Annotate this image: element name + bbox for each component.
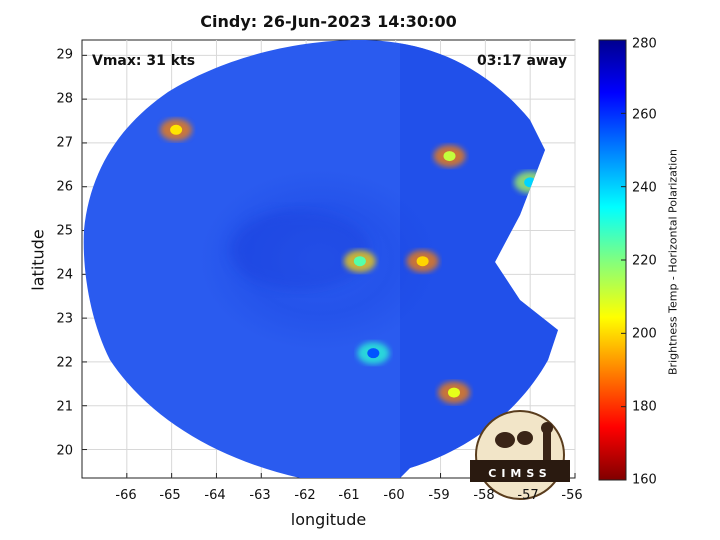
- x-tick-label: -66: [115, 488, 137, 503]
- y-axis-label: latitude: [28, 229, 48, 291]
- hotspot-core: [447, 387, 460, 398]
- x-tick-label: -60: [383, 488, 405, 503]
- x-tick-label: -62: [294, 488, 316, 503]
- time-away-label: 03:17 away: [477, 53, 567, 69]
- convective-hotspots: [160, 118, 547, 404]
- y-tick-label: 25: [56, 223, 73, 239]
- y-tick-label: 20: [56, 443, 73, 459]
- plot-title: Cindy: 26-Jun-2023 14:30:00: [200, 12, 457, 31]
- colorbar-tick-label: 200: [632, 326, 657, 342]
- x-tick-label: -63: [249, 488, 271, 503]
- x-tick-label: -61: [338, 488, 360, 503]
- x-tick-label: -57: [517, 488, 539, 503]
- cimss-logo: CIMSS: [470, 410, 570, 500]
- y-tick-label: 21: [56, 399, 73, 415]
- x-tick-label: -58: [473, 488, 495, 503]
- colorbar: [598, 39, 627, 481]
- colorbar-tick-label: 260: [632, 107, 657, 123]
- colorbar-tick-label: 180: [632, 399, 657, 415]
- hotspot-core: [416, 256, 429, 267]
- colorbar-tick-label: 240: [632, 180, 657, 196]
- y-tick-label: 24: [56, 267, 73, 283]
- x-tick-label: -64: [204, 488, 226, 503]
- x-tick-label: -65: [159, 488, 181, 503]
- logo-text: CIMSS: [488, 467, 551, 480]
- hotspot-core: [443, 151, 456, 162]
- y-tick-label: 27: [56, 135, 73, 151]
- y-tick-label: 26: [56, 179, 73, 195]
- hotspot-core: [170, 124, 183, 135]
- y-tick-label: 28: [56, 91, 73, 107]
- x-tick-label: -56: [561, 488, 583, 503]
- swirl-core: [230, 210, 370, 290]
- hotspot-core: [353, 256, 366, 267]
- x-tick-label: -59: [428, 488, 450, 503]
- colorbar-label: Brightness Temp - Horizontal Polarizatio…: [666, 149, 680, 375]
- y-tick-label: 23: [56, 311, 73, 327]
- x-axis-label: longitude: [290, 510, 367, 529]
- y-tick-label: 29: [56, 47, 73, 63]
- hotspot-core: [367, 348, 380, 359]
- colorbar-tick-label: 160: [632, 472, 657, 488]
- colorbar-tick-label: 280: [632, 36, 657, 52]
- vmax-label: Vmax: 31 kts: [92, 53, 196, 69]
- y-tick-label: 22: [56, 355, 73, 371]
- colorbar-tick-label: 220: [632, 253, 657, 269]
